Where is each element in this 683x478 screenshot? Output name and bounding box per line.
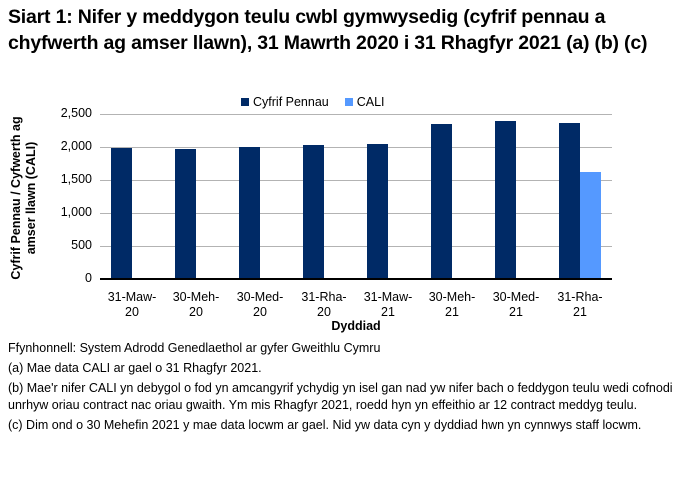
chart-legend: Cyfrif Pennau CALI: [241, 95, 401, 109]
y-tick-label: 1,500: [60, 172, 92, 186]
gridline: [100, 114, 612, 115]
bar-headcount: [431, 123, 452, 278]
legend-label-fte: CALI: [356, 95, 385, 109]
source-note: Ffynhonnell: System Adrodd Genedlaethol …: [8, 341, 381, 355]
footnote-c: (c) Dim ond o 30 Mehefin 2021 y mae data…: [8, 418, 642, 432]
footnote-b: (b) Mae'r nifer CALI yn debygol o fod yn…: [8, 381, 673, 412]
x-tick-label: 31-Maw- 21: [363, 290, 413, 319]
gridline: [100, 180, 612, 181]
y-tick-label: 500: [71, 238, 92, 252]
bar-headcount: [239, 147, 260, 278]
legend-label-headcount: Cyfrif Pennau: [253, 95, 329, 109]
footnotes: Ffynhonnell: System Adrodd Genedlaethol …: [8, 340, 678, 437]
legend-swatch-headcount: [241, 98, 249, 106]
y-tick-label: 2,000: [60, 139, 92, 153]
x-tick-label: 31-Maw- 20: [107, 290, 157, 319]
gridline: [100, 147, 612, 148]
bar-headcount: [303, 145, 324, 278]
bar-headcount: [495, 120, 516, 278]
x-tick-label: 30-Med- 20: [236, 290, 284, 319]
y-axis-label: Cyfrif Pennau / Cyfwerth ag amser llawn …: [9, 116, 38, 280]
plot-area: [100, 114, 612, 280]
y-tick-label: 1,000: [60, 205, 92, 219]
x-tick-label: 31-Rha- 20: [301, 290, 347, 319]
legend-item-fte: CALI: [344, 95, 385, 109]
bar-headcount: [559, 122, 580, 278]
x-tick-label: 31-Rha- 21: [557, 290, 603, 319]
x-tick-label: 30-Meh- 20: [172, 290, 220, 319]
x-tick-label: 30-Meh- 21: [428, 290, 476, 319]
gridline: [100, 246, 612, 247]
y-tick-label: 2,500: [60, 106, 92, 120]
x-axis-label: Dyddiad: [331, 319, 381, 333]
bar-fte: [580, 172, 601, 278]
x-axis-line: [100, 278, 612, 280]
legend-swatch-fte: [344, 98, 353, 106]
footnote-a: (a) Mae data CALI ar gael o 31 Rhagfyr 2…: [8, 361, 262, 375]
bar-headcount: [175, 148, 196, 278]
chart-title: Siart 1: Nifer y meddygon teulu cwbl gym…: [8, 6, 648, 54]
x-tick-label: 30-Med- 21: [492, 290, 540, 319]
y-tick-label: 0: [85, 271, 92, 285]
gridline: [100, 213, 612, 214]
bar-headcount: [367, 144, 388, 278]
legend-item-headcount: Cyfrif Pennau: [241, 95, 329, 109]
bar-headcount: [111, 147, 132, 278]
